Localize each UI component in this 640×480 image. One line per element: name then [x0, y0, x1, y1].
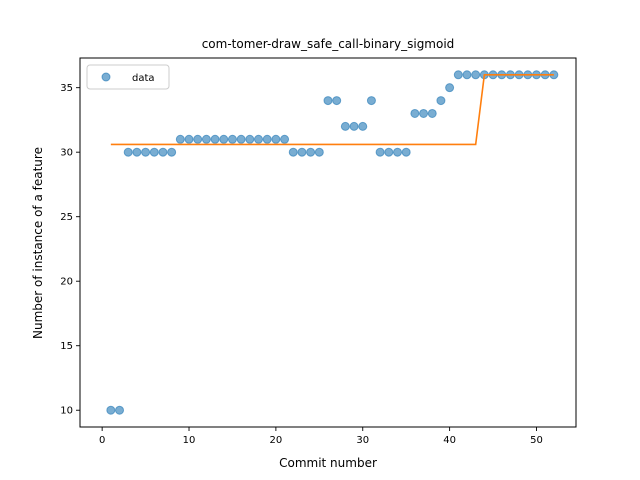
data-point [132, 147, 142, 157]
data-point [236, 134, 246, 144]
data-point [297, 147, 307, 157]
y-tick-label: 30 [60, 148, 73, 159]
data-point [201, 134, 211, 144]
data-point [366, 96, 376, 106]
data-point [219, 134, 229, 144]
data-point [401, 147, 411, 157]
data-point [288, 147, 298, 157]
data-point [262, 134, 272, 144]
data-point [384, 147, 394, 157]
data-point [271, 134, 281, 144]
data-point [175, 134, 185, 144]
data-point [158, 147, 168, 157]
data-point [462, 70, 472, 80]
legend: data [86, 64, 170, 90]
data-point [210, 134, 220, 144]
data-point [332, 96, 342, 106]
y-tick-label: 15 [60, 341, 73, 352]
data-point [123, 147, 133, 157]
y-tick-label: 25 [60, 212, 73, 223]
data-point [445, 83, 455, 93]
x-axis-title: Commit number [279, 456, 377, 470]
data-point [436, 96, 446, 106]
legend-box [86, 64, 170, 90]
y-axis-title: Number of instance of a feature [31, 147, 45, 339]
fit-line [110, 73, 554, 146]
data-point [254, 134, 264, 144]
data-point [375, 147, 385, 157]
y-tick-label: 10 [60, 406, 73, 417]
data-point [471, 70, 481, 80]
data-point [349, 121, 359, 131]
data-point [358, 121, 368, 131]
data-point [193, 134, 203, 144]
data-point [419, 108, 429, 118]
data-point [427, 108, 437, 118]
data-point [167, 147, 177, 157]
x-tick-label: 20 [270, 435, 283, 446]
data-point [184, 134, 194, 144]
data-point [453, 70, 463, 80]
data-point [323, 96, 333, 106]
y-tick-label: 35 [60, 83, 73, 94]
axes: 0 10 20 30 40 50 10 15 20 25 30 35 [60, 57, 577, 446]
legend-marker-data [101, 72, 111, 82]
plot-area [106, 70, 559, 415]
legend-label-data: data [132, 73, 155, 84]
x-tick-label: 40 [443, 435, 456, 446]
x-tick-label: 30 [356, 435, 369, 446]
data-point [280, 134, 290, 144]
data-point [306, 147, 316, 157]
data-point [392, 147, 402, 157]
data-point [149, 147, 159, 157]
data-point [340, 121, 350, 131]
data-point [227, 134, 237, 144]
x-tick-label: 10 [183, 435, 196, 446]
data-point [245, 134, 255, 144]
y-tick-label: 20 [60, 277, 73, 288]
data-point [141, 147, 151, 157]
chart-title: com-tomer-draw_safe_call-binary_sigmoid [202, 37, 455, 51]
x-tick-label: 0 [99, 435, 105, 446]
axes-frame [79, 57, 577, 428]
data-point [410, 108, 420, 118]
x-tick-label: 50 [530, 435, 543, 446]
data-point [115, 405, 125, 415]
data-point [314, 147, 324, 157]
data-point [106, 405, 116, 415]
